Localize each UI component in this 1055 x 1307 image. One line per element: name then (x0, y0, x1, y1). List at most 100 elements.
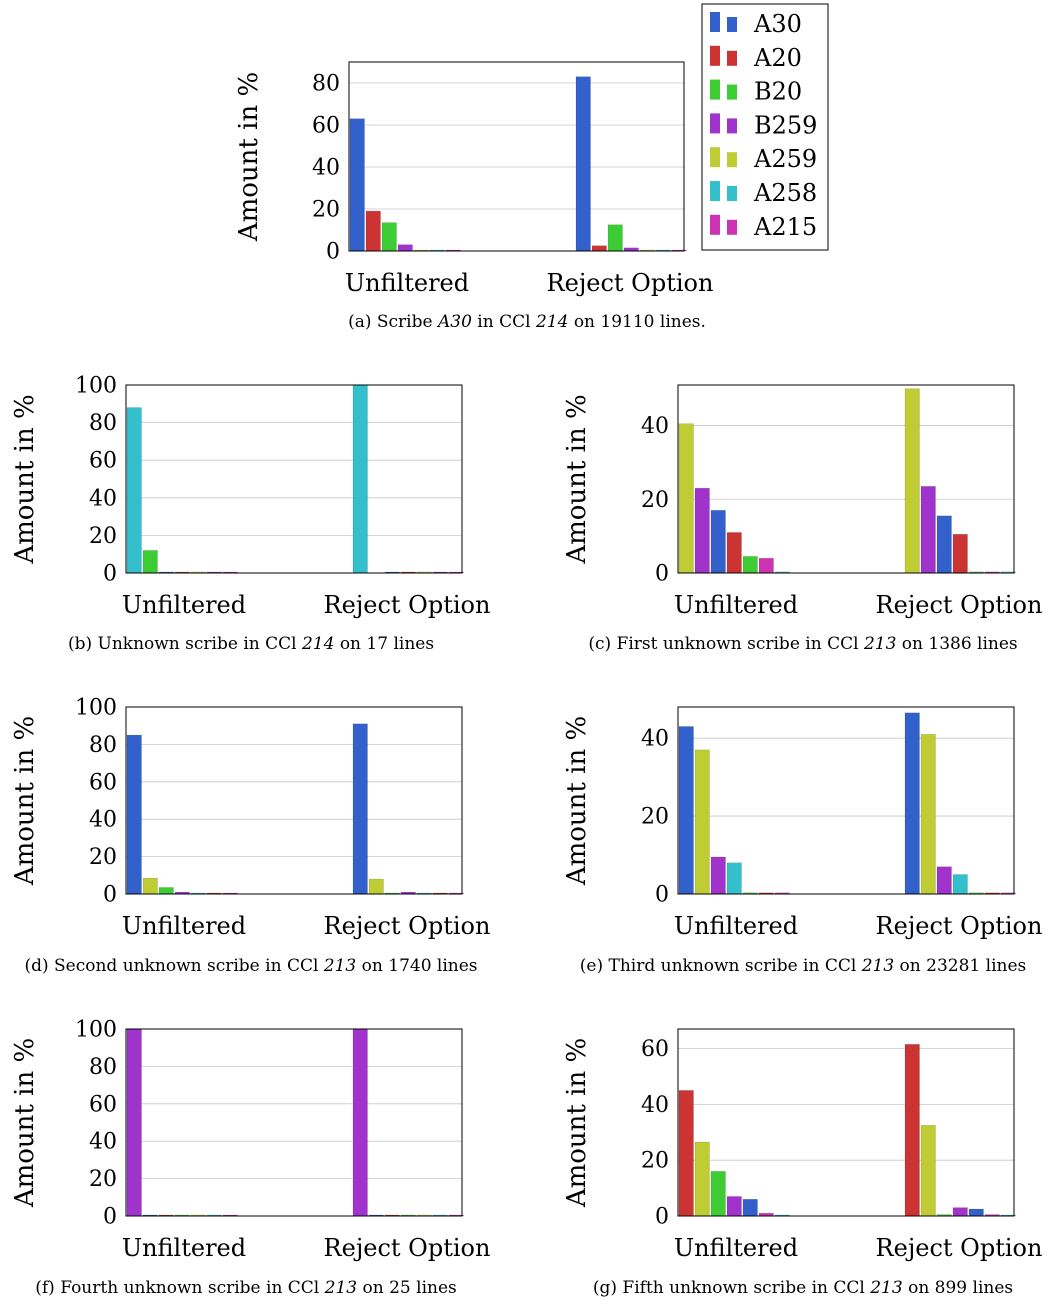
y-tick-label: 40 (312, 156, 340, 181)
chart-g: 0 20 40 60 Unfiltered Reject Option Amount in … (562, 1028, 1043, 1262)
bar-b20 (710, 1171, 726, 1217)
legend-swatch-b20 (710, 79, 720, 100)
caption-d: (d) Second unknown scribe in CCl 213 on … (24, 956, 477, 976)
bar-b259 (952, 1207, 968, 1217)
caption-part: (f) Fourth unknown scribe in CCl (35, 1278, 325, 1298)
y-axis-label: Amount in % (10, 716, 40, 886)
legend-label: A30 (753, 10, 802, 38)
bar-a215 (758, 558, 774, 574)
y-tick-label: 20 (641, 805, 669, 830)
caption-part: 213 (324, 1278, 358, 1298)
bar-a30 (575, 76, 591, 252)
legend-swatch-a30 (710, 12, 720, 32)
x-tick-label: Reject Option (324, 912, 491, 940)
bar-a30 (968, 1208, 984, 1217)
bar-a30 (936, 515, 952, 574)
y-axis-label: Amount in % (10, 394, 40, 564)
legend-swatch-a259 (727, 152, 737, 168)
bar-a20 (904, 1044, 920, 1217)
plot-frame (125, 706, 463, 895)
x-tick-label: Reject Option (876, 912, 1043, 940)
x-tick-label: Reject Option (547, 269, 714, 297)
y-tick-label: 60 (89, 449, 117, 474)
y-tick-label: 20 (89, 1167, 117, 1192)
bar-a259 (368, 878, 384, 895)
bar-b259 (920, 486, 936, 574)
legend-box (701, 3, 829, 251)
bar-b20 (142, 550, 158, 574)
bar-a258 (352, 384, 368, 574)
caption-part: on 1740 lines (356, 956, 478, 976)
caption-part: 213 (863, 634, 897, 654)
caption-part: on 23281 lines (894, 956, 1027, 976)
bar-b20 (742, 556, 758, 574)
y-tick-label: 40 (641, 414, 669, 439)
legend: A30 A20 B20 B259 A259 A258 A215 (701, 3, 829, 251)
caption-part: (g) Fifth unknown scribe in CCl (592, 1278, 871, 1298)
legend-swatch-b259 (727, 118, 737, 134)
legend-label: A258 (753, 179, 817, 207)
y-tick-label: 0 (655, 1205, 669, 1230)
y-tick-label: 0 (103, 883, 117, 908)
x-tick-label: Reject Option (876, 591, 1043, 619)
chart-e: 0 20 40 Unfiltered Reject Option Amount in % (562, 706, 1043, 940)
plot-frame (125, 1028, 463, 1217)
caption-part: 214 (535, 312, 569, 332)
y-tick-label: 80 (89, 1055, 117, 1080)
bar-a30 (126, 734, 142, 895)
y-tick-label: 60 (89, 1092, 117, 1117)
bar-a30 (742, 1199, 758, 1217)
y-tick-label: 0 (655, 883, 669, 908)
caption-a: (a) Scribe A30 in CCl 214 on 19110 lines… (348, 312, 706, 332)
bar-a259 (904, 388, 920, 574)
y-tick-label: 60 (641, 1037, 669, 1062)
caption-part: A30 (437, 312, 472, 332)
x-tick-label: Unfiltered (674, 1234, 798, 1262)
bar-a20 (591, 245, 607, 252)
y-tick-label: 40 (89, 1130, 117, 1155)
y-tick-label: 0 (103, 1205, 117, 1230)
y-tick-label: 60 (89, 770, 117, 795)
bar-a259 (920, 734, 936, 895)
legend-swatch-a20 (727, 50, 737, 66)
chart-b: 0 20 40 60 80 100 Unfiltered Reject Option Amoun… (10, 374, 490, 620)
bar-b259 (694, 488, 710, 574)
caption-part: on 1386 lines (896, 634, 1018, 654)
y-tick-label: 60 (312, 114, 340, 139)
bar-b259 (397, 244, 413, 252)
bar-b259 (710, 856, 726, 895)
y-tick-label: 0 (103, 562, 117, 587)
x-tick-label: Reject Option (324, 1234, 491, 1262)
y-tick-label: 20 (641, 488, 669, 513)
x-tick-label: Unfiltered (345, 269, 469, 297)
y-tick-label: 20 (641, 1149, 669, 1174)
legend-label: A215 (753, 213, 817, 241)
bar-a20 (952, 534, 968, 574)
bar-a259 (678, 423, 694, 574)
chart-d: 0 20 40 60 80 100 Unfiltered Reject Option Amoun… (10, 696, 490, 941)
bar-a20 (726, 532, 742, 574)
x-tick-label: Unfiltered (122, 591, 246, 619)
x-tick-label: Reject Option (876, 1234, 1043, 1262)
legend-swatch-a30 (727, 17, 737, 32)
caption-c: (c) First unknown scribe in CCl 213 on 1… (588, 634, 1017, 654)
bar-a20 (365, 210, 381, 252)
y-axis-label: Amount in % (562, 1038, 592, 1208)
caption-part: on 899 lines (902, 1278, 1014, 1298)
chart-a: 0 20 40 60 80 Unfiltered Reject Option Amount i… (234, 61, 714, 297)
bar-a30 (678, 726, 694, 895)
bar-b20 (381, 222, 397, 252)
caption-e: (e) Third unknown scribe in CCl 213 on 2… (580, 956, 1027, 976)
caption-part: on 17 lines (334, 634, 435, 654)
x-tick-label: Unfiltered (674, 591, 798, 619)
caption-f: (f) Fourth unknown scribe in CCl 213 on … (35, 1278, 457, 1298)
bar-a259 (142, 877, 158, 895)
y-tick-label: 40 (89, 486, 117, 511)
y-axis-label: Amount in % (562, 716, 592, 886)
y-tick-label: 40 (89, 808, 117, 833)
caption-part: 213 (861, 956, 895, 976)
x-tick-label: Unfiltered (674, 912, 798, 940)
legend-swatch-a259 (710, 147, 720, 168)
plot-frame (677, 384, 1015, 574)
